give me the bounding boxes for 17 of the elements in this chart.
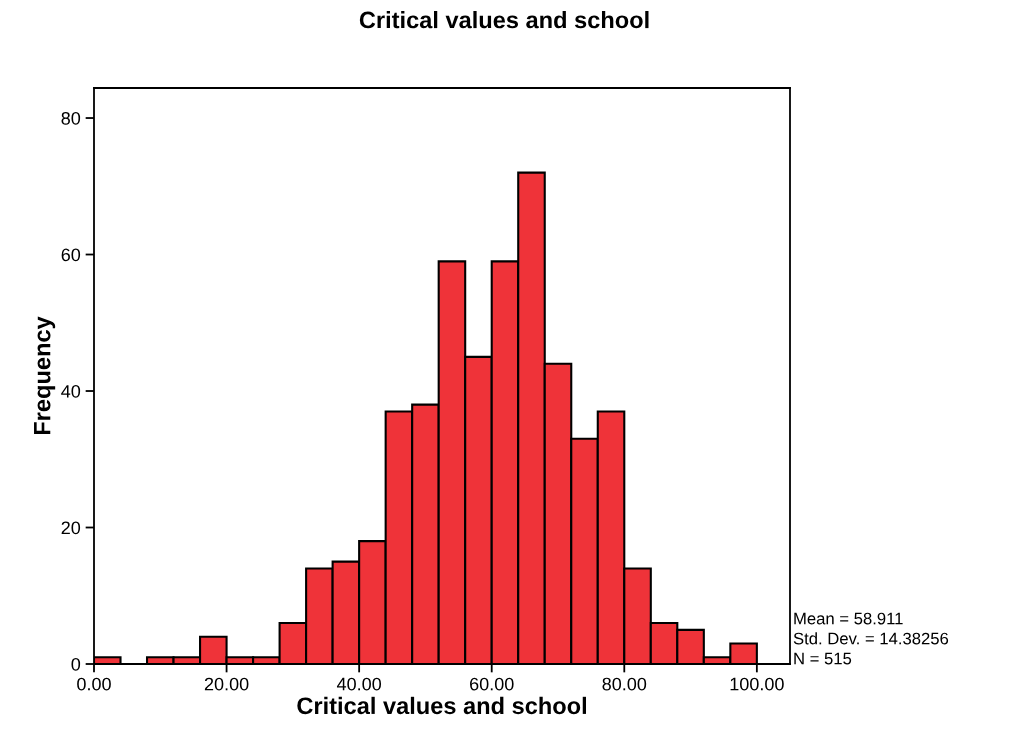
text: N = 515 <box>794 652 852 665</box>
y-tick-label: 0 <box>71 657 81 671</box>
x-tick-label: 80.00 <box>602 677 647 691</box>
x-tick-label: 100.00 <box>730 677 784 691</box>
chart-title: Critical values and school <box>359 10 649 29</box>
y-tick-label: 20 <box>61 521 81 535</box>
y-tick-label: 80 <box>61 111 81 125</box>
x-tick-label: 40.00 <box>336 677 382 691</box>
text: Mean = 58.911 <box>794 612 903 625</box>
x-tick-label: 0.00 <box>77 677 111 691</box>
text: Std. Dev. = 14.38256 <box>793 632 949 645</box>
x-axis-title: Critical values and school <box>297 696 586 715</box>
y-axis-title: Frequency <box>34 316 56 435</box>
y-tick-label: 40 <box>61 384 81 398</box>
y-tick-label: 60 <box>61 248 81 262</box>
x-tick-label: 20.00 <box>204 677 249 691</box>
x-tick-label: 60.00 <box>470 677 514 691</box>
